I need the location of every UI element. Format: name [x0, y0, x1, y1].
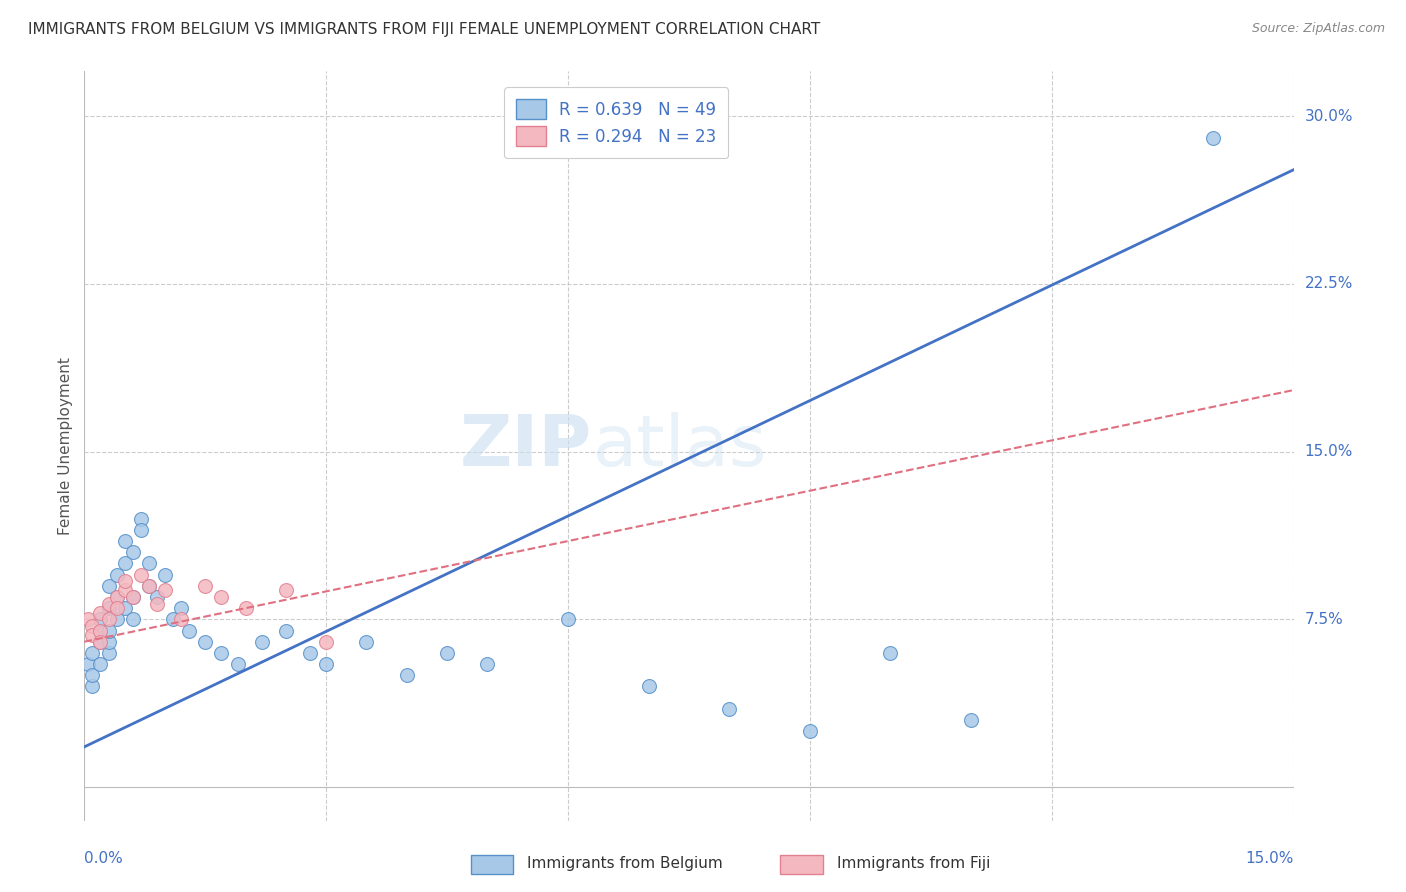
Text: IMMIGRANTS FROM BELGIUM VS IMMIGRANTS FROM FIJI FEMALE UNEMPLOYMENT CORRELATION : IMMIGRANTS FROM BELGIUM VS IMMIGRANTS FR…: [28, 22, 820, 37]
Text: 22.5%: 22.5%: [1305, 277, 1353, 292]
Text: Source: ZipAtlas.com: Source: ZipAtlas.com: [1251, 22, 1385, 36]
Point: [557, 612, 579, 626]
Point: [82, 628, 104, 642]
Point: [89, 606, 111, 620]
Text: ZIP: ZIP: [460, 411, 592, 481]
Point: [146, 590, 169, 604]
Point: [799, 724, 821, 739]
Point: [82, 619, 104, 633]
Point: [97, 646, 120, 660]
Point: [97, 612, 120, 626]
Point: [114, 583, 136, 598]
Point: [209, 646, 232, 660]
Point: [121, 590, 143, 604]
Legend: R = 0.639   N = 49, R = 0.294   N = 23: R = 0.639 N = 49, R = 0.294 N = 23: [505, 87, 728, 158]
Point: [97, 624, 120, 638]
Point: [179, 624, 201, 638]
Text: Immigrants from Fiji: Immigrants from Fiji: [837, 856, 990, 871]
Text: Immigrants from Belgium: Immigrants from Belgium: [527, 856, 723, 871]
Text: 15.0%: 15.0%: [1305, 444, 1353, 459]
Point: [637, 680, 659, 694]
Point: [105, 567, 128, 582]
Point: [114, 557, 136, 571]
Point: [209, 590, 232, 604]
Point: [89, 657, 111, 671]
Point: [315, 634, 337, 648]
Point: [77, 657, 100, 671]
Point: [89, 634, 111, 648]
Point: [194, 634, 217, 648]
Point: [477, 657, 499, 671]
Point: [395, 668, 418, 682]
Point: [129, 523, 152, 537]
Point: [250, 634, 273, 648]
Point: [114, 534, 136, 549]
Point: [105, 590, 128, 604]
Point: [105, 601, 128, 615]
Point: [146, 597, 169, 611]
Point: [82, 646, 104, 660]
Point: [170, 612, 193, 626]
Point: [960, 713, 983, 727]
Point: [105, 590, 128, 604]
Point: [138, 579, 160, 593]
Point: [89, 624, 111, 638]
Point: [138, 579, 160, 593]
Point: [121, 545, 143, 559]
Text: 0.0%: 0.0%: [84, 851, 124, 866]
Point: [356, 634, 378, 648]
Point: [1202, 131, 1225, 145]
Point: [129, 511, 152, 525]
Y-axis label: Female Unemployment: Female Unemployment: [58, 357, 73, 535]
Point: [129, 567, 152, 582]
Point: [89, 612, 111, 626]
Point: [315, 657, 337, 671]
Text: 30.0%: 30.0%: [1305, 109, 1353, 124]
Point: [138, 557, 160, 571]
Point: [97, 579, 120, 593]
Point: [162, 612, 184, 626]
Text: 15.0%: 15.0%: [1246, 851, 1294, 866]
Point: [89, 624, 111, 638]
Text: 7.5%: 7.5%: [1305, 612, 1343, 627]
Point: [235, 601, 257, 615]
Point: [121, 590, 143, 604]
Point: [153, 567, 176, 582]
Point: [299, 646, 322, 660]
Point: [170, 601, 193, 615]
Point: [879, 646, 901, 660]
Point: [89, 634, 111, 648]
Point: [82, 668, 104, 682]
Point: [718, 702, 741, 716]
Point: [114, 601, 136, 615]
Point: [274, 624, 297, 638]
Point: [97, 634, 120, 648]
Point: [153, 583, 176, 598]
Text: atlas: atlas: [592, 411, 766, 481]
Point: [194, 579, 217, 593]
Point: [436, 646, 458, 660]
Point: [105, 612, 128, 626]
Point: [274, 583, 297, 598]
Point: [97, 601, 120, 615]
Point: [97, 597, 120, 611]
Point: [82, 680, 104, 694]
Point: [226, 657, 249, 671]
Point: [77, 612, 100, 626]
Point: [114, 574, 136, 589]
Point: [121, 612, 143, 626]
